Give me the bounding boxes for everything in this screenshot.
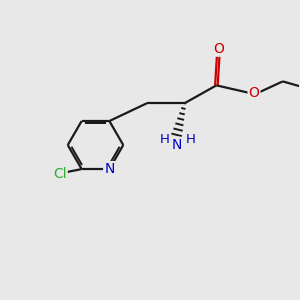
Text: H: H bbox=[186, 133, 196, 146]
Text: Cl: Cl bbox=[53, 167, 67, 181]
Text: N: N bbox=[104, 162, 115, 176]
Text: O: O bbox=[249, 86, 260, 100]
Text: H: H bbox=[160, 133, 170, 146]
Text: N: N bbox=[172, 138, 182, 152]
Text: O: O bbox=[213, 42, 224, 56]
